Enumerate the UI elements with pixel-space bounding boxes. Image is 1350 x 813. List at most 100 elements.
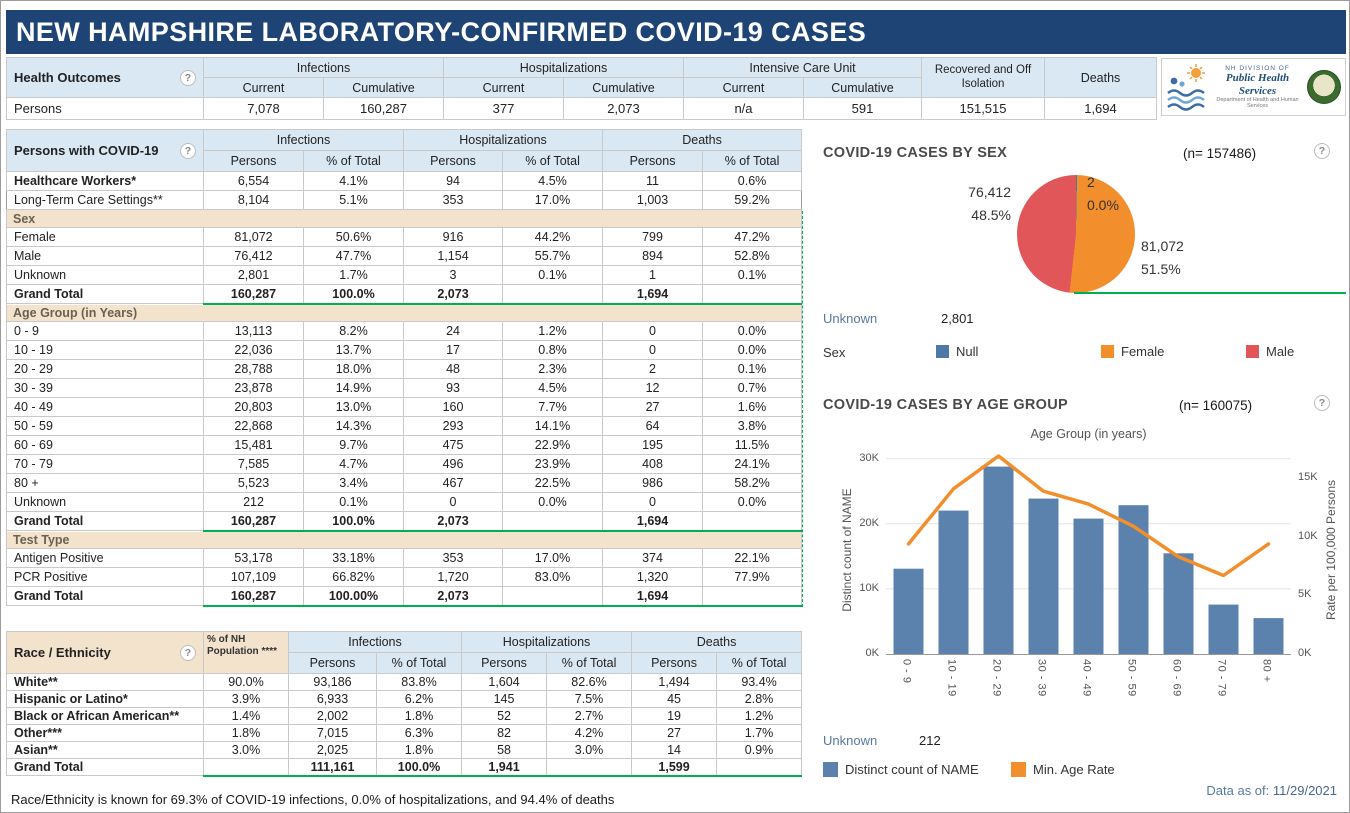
row-label[interactable]: Asian**: [6, 741, 204, 759]
data-cell[interactable]: 58.2%: [702, 473, 803, 493]
table-row[interactable]: Grand Total 160,287 100.0% 2,073 1,694: [6, 284, 803, 305]
bar[interactable]: [1028, 498, 1059, 654]
data-cell[interactable]: 5,523: [203, 473, 304, 493]
data-cell[interactable]: 160,287: [203, 511, 304, 532]
data-cell[interactable]: 0.0%: [502, 492, 604, 512]
table-row[interactable]: White** 90.0% 93,186 83.8% 1,604 82.6% 1,494 93…: [6, 673, 803, 691]
data-cell[interactable]: [702, 586, 803, 607]
help-icon[interactable]: ?: [180, 644, 196, 661]
table-row[interactable]: 50 - 59 22,868 14.3% 293 14.1% 64 3.8%: [6, 416, 803, 436]
data-cell[interactable]: 1.2%: [716, 707, 803, 725]
data-cell[interactable]: 17.0%: [502, 190, 604, 210]
data-cell[interactable]: 7,015: [288, 724, 377, 742]
table-row[interactable]: Long-Term Care Settings** 8,104 5.1% 353 17.…: [6, 190, 803, 210]
table-row[interactable]: Other*** 1.8% 7,015 6.3% 82 4.2% 27 1.7%: [6, 724, 803, 742]
data-cell[interactable]: 3.0%: [203, 741, 289, 759]
data-cell[interactable]: 1.4%: [203, 707, 289, 725]
data-cell[interactable]: 160,287: [203, 284, 304, 305]
data-cell[interactable]: 377: [443, 97, 564, 120]
table-row[interactable]: Female 81,072 50.6% 916 44.2% 799 47.2%: [6, 227, 803, 247]
data-cell[interactable]: 8.2%: [302, 321, 405, 341]
data-cell[interactable]: 1,941: [461, 758, 548, 777]
data-cell[interactable]: 0.9%: [716, 741, 803, 759]
data-cell[interactable]: 18.0%: [302, 359, 405, 379]
data-cell[interactable]: 6.3%: [375, 724, 463, 742]
table-row[interactable]: 10 - 19 22,036 13.7% 17 0.8% 0 0.0%: [6, 340, 803, 360]
data-cell[interactable]: 14.9%: [302, 378, 405, 398]
data-cell[interactable]: [502, 284, 604, 305]
data-cell[interactable]: 1,694: [1044, 97, 1157, 120]
table-row[interactable]: 80 +5,523 3.4% 467 22.5% 986 58.2%: [6, 473, 803, 493]
data-cell[interactable]: 1.7%: [716, 724, 803, 742]
data-cell[interactable]: 3.0%: [546, 741, 633, 759]
data-cell[interactable]: 3.9%: [203, 690, 289, 708]
data-cell[interactable]: 24.1%: [702, 454, 803, 474]
age-bar-chart[interactable]: [886, 449, 1291, 656]
row-label[interactable]: 10 - 19: [6, 340, 204, 360]
data-cell[interactable]: 0.1%: [702, 359, 803, 379]
data-cell[interactable]: 22,036: [203, 340, 304, 360]
x-axis-label[interactable]: 10 - 19: [945, 659, 958, 697]
table-row[interactable]: Hispanic or Latino* 3.9% 6,933 6.2% 145 7.5% 4…: [6, 690, 803, 708]
data-cell[interactable]: 52.8%: [702, 246, 803, 266]
data-cell[interactable]: 82.6%: [546, 673, 633, 691]
data-cell[interactable]: [716, 758, 803, 777]
data-cell[interactable]: 160,287: [203, 586, 304, 607]
data-cell[interactable]: 0.6%: [702, 171, 803, 191]
data-cell[interactable]: 7,078: [203, 97, 324, 120]
data-cell[interactable]: 2,801: [203, 265, 304, 285]
data-cell[interactable]: 27: [631, 724, 718, 742]
data-cell[interactable]: 1.8%: [375, 707, 463, 725]
help-icon[interactable]: ?: [180, 69, 196, 86]
data-cell[interactable]: 13.7%: [302, 340, 405, 360]
data-cell[interactable]: 107,109: [203, 567, 304, 587]
data-cell[interactable]: 467: [403, 473, 504, 493]
data-cell[interactable]: 52: [461, 707, 548, 725]
row-label[interactable]: Grand Total: [6, 511, 204, 531]
data-cell[interactable]: 14.3%: [302, 416, 405, 436]
data-cell[interactable]: 475: [403, 435, 504, 455]
table-row[interactable]: PCR Positive 107,109 66.82% 1,720 83.0% 1,320…: [6, 567, 803, 587]
x-axis-label[interactable]: 80 +: [1260, 659, 1273, 683]
data-cell[interactable]: 28,788: [203, 359, 304, 379]
data-cell[interactable]: 23,878: [203, 378, 304, 398]
data-cell[interactable]: 3.4%: [302, 473, 405, 493]
data-cell[interactable]: 11.5%: [702, 435, 803, 455]
data-cell[interactable]: 496: [403, 454, 504, 474]
row-label[interactable]: 60 - 69: [6, 435, 204, 455]
x-axis-label[interactable]: 50 - 59: [1125, 659, 1138, 697]
data-cell[interactable]: 0: [403, 492, 504, 512]
row-label[interactable]: Other***: [6, 724, 204, 742]
table-row[interactable]: Unknown 212 0.1% 0 0.0% 0 0.0%: [6, 492, 803, 512]
data-cell[interactable]: 145: [461, 690, 548, 708]
data-cell[interactable]: 1,720: [403, 567, 504, 587]
data-cell[interactable]: 14.1%: [502, 416, 604, 436]
table-row[interactable]: Black or African American** 1.4% 2,002 1.8%…: [6, 707, 803, 725]
legend-item-rate[interactable]: Min. Age Rate: [1011, 762, 1115, 777]
data-cell[interactable]: 0: [602, 492, 704, 512]
data-cell[interactable]: 1,694: [602, 586, 704, 607]
x-axis-label[interactable]: 30 - 39: [1035, 659, 1048, 697]
data-cell[interactable]: 2: [602, 359, 704, 379]
table-row[interactable]: Healthcare Workers* 6,554 4.1% 94 4.5% 11 0.6%: [6, 171, 803, 191]
data-cell[interactable]: [502, 586, 604, 607]
table-row[interactable]: 30 - 39 23,878 14.9% 93 4.5% 12 0.7%: [6, 378, 803, 398]
data-cell[interactable]: 50.6%: [302, 227, 405, 247]
data-cell[interactable]: 48: [403, 359, 504, 379]
data-cell[interactable]: 33.18%: [302, 548, 405, 568]
data-cell[interactable]: 0: [602, 321, 704, 341]
data-cell[interactable]: 2.3%: [502, 359, 604, 379]
rate-line[interactable]: [906, 454, 1271, 578]
data-cell[interactable]: 1,599: [631, 758, 718, 777]
bar[interactable]: [1118, 505, 1149, 654]
row-label[interactable]: 20 - 29: [6, 359, 204, 379]
data-cell[interactable]: 11: [602, 171, 704, 191]
row-label[interactable]: 80 +: [6, 473, 204, 493]
legend-item-null[interactable]: Null: [936, 344, 978, 359]
table-row[interactable]: Grand Total 160,287 100.0% 2,073 1,694: [6, 511, 803, 532]
legend-item-male[interactable]: Male: [1246, 344, 1294, 359]
data-cell[interactable]: 66.82%: [302, 567, 405, 587]
row-label[interactable]: Grand Total: [6, 284, 204, 304]
row-label[interactable]: 50 - 59: [6, 416, 204, 436]
data-cell[interactable]: 6,933: [288, 690, 377, 708]
